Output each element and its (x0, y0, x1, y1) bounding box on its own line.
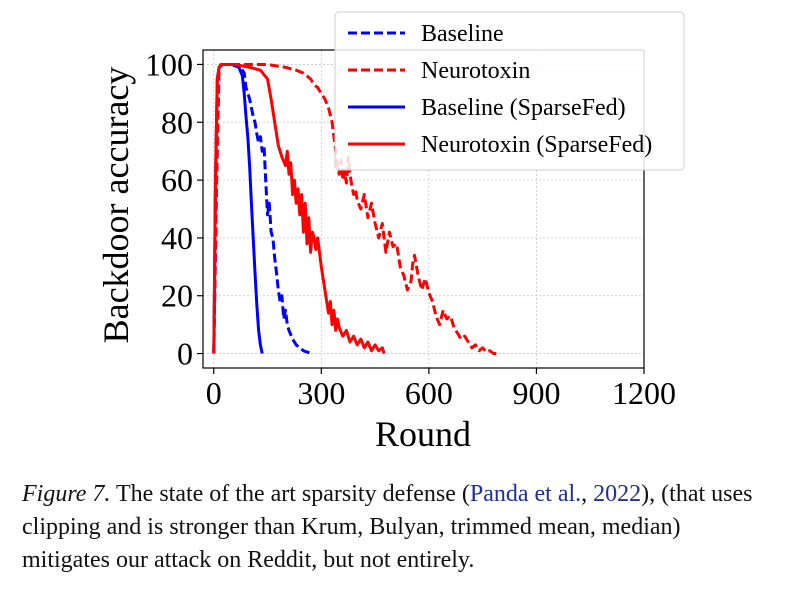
x-tick-label: 0 (206, 375, 222, 411)
legend-label-0: Baseline (421, 21, 504, 47)
y-tick-label: 80 (161, 104, 193, 140)
series-line-1 (212, 63, 497, 355)
legend-label-3: Neurotoxin (SparseFed) (421, 132, 652, 158)
axis-ticks: 0 300 600 900 1200 0 20 40 60 80 100 (145, 46, 676, 411)
legend-label-2: Baseline (SparseFed) (421, 95, 626, 121)
legend-frame (334, 11, 685, 171)
x-tick-label: 600 (405, 375, 453, 411)
x-axis-label: Round (375, 414, 471, 454)
series-line-0 (212, 63, 313, 355)
legend-label-1: Neurotoxin (421, 58, 530, 84)
caption-text-before: The state of the art sparsity defense ( (110, 481, 470, 507)
series-lines (212, 63, 497, 355)
x-tick-label: 1200 (612, 375, 676, 411)
y-tick-label: 0 (177, 336, 193, 372)
figure-caption: Figure 7. The state of the art sparsity … (22, 478, 774, 577)
y-axis-label: Backdoor accuracy (96, 67, 136, 344)
y-tick-label: 40 (161, 220, 193, 256)
series-line-3 (212, 63, 386, 354)
x-tick-label: 900 (512, 375, 560, 411)
figure-label: Figure 7. (22, 481, 111, 507)
y-tick-label: 20 (161, 278, 193, 314)
x-tick-label: 300 (297, 375, 345, 411)
line-chart: 0 300 600 900 1200 0 20 40 60 80 100 Round Backdoo… (96, 11, 685, 454)
caption-text-after: ), (that uses clipping and is stronger t… (22, 481, 753, 573)
series-line-2 (212, 63, 264, 354)
citation-separator: , (581, 481, 594, 507)
y-tick-label: 100 (145, 46, 193, 82)
y-tick-label: 60 (161, 162, 193, 198)
legend: Baseline Neurotoxin Baseline (SparseFed) Ne… (334, 11, 685, 171)
citation-author-link[interactable]: Panda et al. (469, 481, 582, 507)
citation-year-link[interactable]: 2022 (593, 481, 642, 507)
